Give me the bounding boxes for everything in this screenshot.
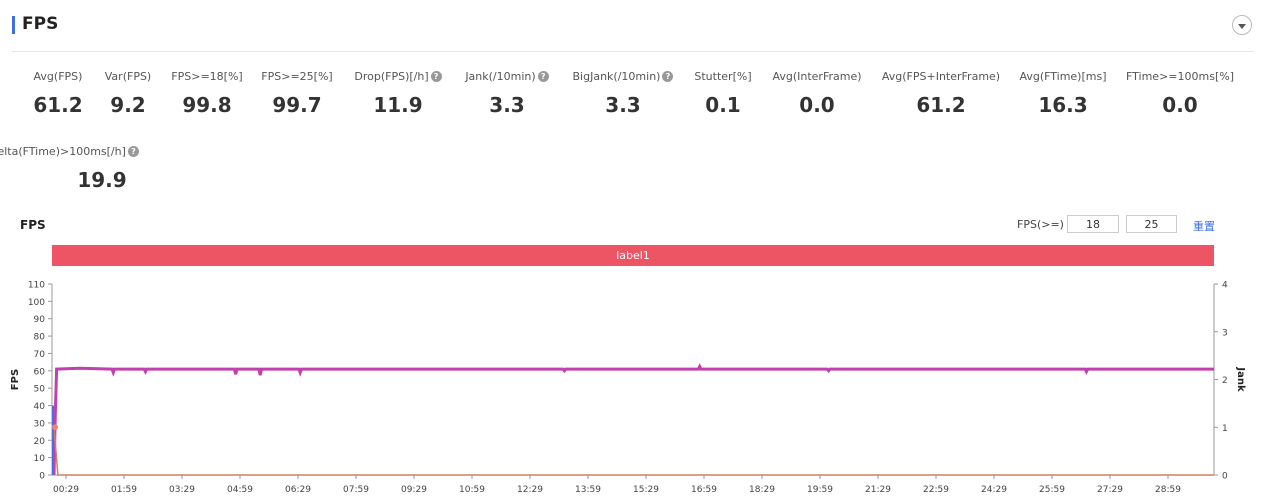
metric-item: Avg(InterFrame) 0.0	[737, 70, 897, 117]
y-tick-label: 110	[28, 281, 45, 291]
metric-label: Delta(FTime)>100ms[/h]	[0, 145, 126, 158]
y-axis-title: FPS	[10, 369, 21, 390]
y-tick-label: 0	[39, 472, 45, 482]
collapse-toggle-button[interactable]	[1232, 15, 1252, 35]
metric-value: 0.0	[1162, 93, 1198, 117]
x-tick-label: 22:59	[923, 485, 949, 495]
x-tick-label: 16:59	[691, 485, 717, 495]
x-tick-label: 13:59	[575, 485, 601, 495]
metric-label: FTime>=100ms[%]	[1126, 70, 1234, 83]
metric-item: FPS>=25[%] 99.7	[217, 70, 377, 117]
divider	[12, 51, 1254, 52]
metric-value: 16.3	[1038, 93, 1088, 117]
metric-item: Avg(FPS) 61.2	[0, 70, 138, 117]
x-tick-label: 09:29	[401, 485, 427, 495]
metric-value: 61.2	[916, 93, 966, 117]
metric-value: 3.3	[605, 93, 641, 117]
metric-value: 99.7	[272, 93, 322, 117]
metric-item: FPS>=18[%] 99.8	[127, 70, 287, 117]
x-tick-label: 27:29	[1097, 485, 1123, 495]
metric-label: FPS>=18[%]	[171, 70, 243, 83]
x-tick-label: 10:59	[459, 485, 485, 495]
x-tick-label: 24:29	[981, 485, 1007, 495]
y-tick-label: 90	[34, 315, 46, 325]
metric-item: Avg(FTime)[ms] 16.3	[983, 70, 1143, 117]
y-tick-label: 50	[34, 385, 46, 395]
x-tick-label: 21:29	[865, 485, 891, 495]
fps-threshold-high-input[interactable]	[1126, 215, 1177, 233]
y-tick-label: 70	[34, 350, 46, 360]
fps-threshold-low-input[interactable]	[1067, 215, 1119, 233]
y-tick-label: 80	[34, 333, 46, 343]
metric-label: Avg(FPS+InterFrame)	[881, 70, 1001, 83]
y-tick-label: 60	[34, 367, 46, 377]
metric-item: FTime>=100ms[%] 0.0	[1100, 70, 1260, 117]
x-tick-label: 06:29	[285, 485, 311, 495]
x-tick-label: 12:29	[517, 485, 543, 495]
metric-label: Avg(FPS)	[33, 70, 83, 83]
metric-label: Var(FPS)	[104, 70, 152, 83]
metric-value: 3.3	[489, 93, 525, 117]
y-tick-label: 10	[34, 454, 46, 464]
fps-series-line	[52, 363, 1214, 476]
metric-item: Avg(FPS+InterFrame) 61.2	[861, 70, 1021, 117]
metric-value: 0.1	[705, 93, 741, 117]
metric-value: 61.2	[33, 93, 83, 117]
metric-label: Stutter[%]	[694, 70, 752, 83]
y2-tick-label: 2	[1222, 376, 1228, 386]
metric-item: Jank(/10min)? 3.3	[427, 70, 587, 117]
metric-value: 9.2	[110, 93, 146, 117]
x-tick-label: 03:29	[169, 485, 195, 495]
y2-tick-label: 0	[1222, 472, 1228, 482]
y2-tick-label: 4	[1222, 281, 1228, 291]
metric-label: Jank(/10min)	[465, 70, 536, 83]
reset-link[interactable]: 重置	[1193, 220, 1215, 233]
title-accent-bar	[12, 16, 15, 34]
x-tick-label: 25:59	[1039, 485, 1065, 495]
metric-label: BigJank(/10min)	[572, 70, 661, 83]
help-icon[interactable]: ?	[662, 71, 674, 82]
panel-title: FPS	[22, 14, 59, 34]
y-tick-label: 40	[34, 402, 46, 412]
jank-series-line	[53, 427, 1214, 476]
help-icon[interactable]: ?	[430, 71, 442, 82]
y-tick-label: 100	[28, 298, 45, 308]
metric-item: Drop(FPS)[/h]? 11.9	[318, 70, 478, 117]
metric-item: BigJank(/10min)? 3.3	[543, 70, 703, 117]
metric-item: Stutter[%] 0.1	[643, 70, 803, 117]
chart-title: FPS	[20, 218, 46, 232]
metric-value: 19.9	[77, 168, 127, 192]
fps-threshold-label: FPS(>=)	[1017, 218, 1064, 231]
y2-tick-label: 1	[1222, 424, 1228, 434]
x-tick-label: 00:29	[53, 485, 79, 495]
metric-value: 99.8	[182, 93, 232, 117]
chevron-down-icon	[1238, 23, 1246, 29]
x-tick-label: 04:59	[227, 485, 253, 495]
metric-label: Drop(FPS)[/h]	[354, 70, 429, 83]
panel-header: FPS	[0, 0, 1268, 52]
metric-label: Avg(FTime)[ms]	[1019, 70, 1107, 83]
label-band: label1	[52, 245, 1214, 266]
metric-item: Delta(FTime)>100ms[/h]? 19.9	[0, 145, 187, 192]
help-icon[interactable]: ?	[127, 146, 139, 157]
x-tick-label: 18:29	[749, 485, 775, 495]
help-icon[interactable]: ?	[537, 71, 549, 82]
metric-label: FPS>=25[%]	[261, 70, 333, 83]
metric-value: 0.0	[799, 93, 835, 117]
x-tick-label: 01:59	[111, 485, 137, 495]
jank-marker	[52, 424, 58, 431]
x-tick-label: 28:59	[1155, 485, 1181, 495]
y-tick-label: 30	[34, 419, 46, 429]
x-tick-label: 15:29	[633, 485, 659, 495]
y-tick-label: 20	[34, 437, 46, 447]
x-tick-label: 19:59	[807, 485, 833, 495]
metric-value: 11.9	[373, 93, 423, 117]
y2-tick-label: 3	[1222, 328, 1228, 338]
x-tick-label: 07:59	[343, 485, 369, 495]
metric-item: Var(FPS) 9.2	[48, 70, 208, 117]
y2-axis-title: Jank	[1235, 366, 1246, 392]
metric-label: Avg(InterFrame)	[772, 70, 862, 83]
